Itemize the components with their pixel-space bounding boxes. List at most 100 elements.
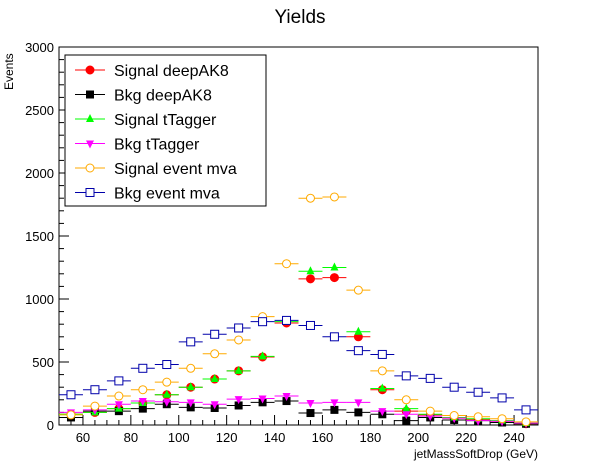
data-point <box>354 408 363 417</box>
data-point <box>425 373 435 383</box>
data-point <box>186 403 195 412</box>
data-point <box>66 390 76 400</box>
data-point <box>305 274 315 284</box>
legend-box <box>64 54 267 207</box>
data-point <box>354 399 363 408</box>
data-point <box>282 315 292 325</box>
legend: Signal deepAK8 Bkg deepAK8 Signal tTagger B… <box>64 54 267 207</box>
data-point <box>305 320 315 330</box>
data-point <box>138 404 147 413</box>
legend-marker <box>85 188 95 197</box>
data-point <box>401 395 411 405</box>
data-point <box>234 365 243 374</box>
series-bkg-event-mva <box>59 315 538 415</box>
axis-ticks: 60 80 100 120 140 160 180 200 220 240 0 500 1000 1500… <box>25 40 539 445</box>
y-tick-label: 1000 <box>25 292 54 307</box>
data-point <box>306 399 315 408</box>
data-point <box>497 414 507 424</box>
x-tick-label: 160 <box>312 430 334 445</box>
data-point <box>473 412 483 422</box>
data-point <box>353 285 363 295</box>
data-point <box>330 399 339 408</box>
data-point <box>186 363 196 373</box>
data-point <box>426 413 435 422</box>
x-tick-label: 140 <box>264 430 286 445</box>
data-point <box>66 410 76 420</box>
data-point <box>353 346 363 356</box>
data-point <box>306 409 315 418</box>
data-point <box>282 259 292 269</box>
y-tick-label: 2000 <box>25 166 54 181</box>
data-point <box>425 406 435 416</box>
series-signal-event-mva <box>59 192 538 427</box>
data-point <box>162 398 171 407</box>
data-point <box>138 385 148 395</box>
data-point <box>90 385 100 395</box>
data-series <box>59 192 538 429</box>
data-point <box>377 349 387 359</box>
data-point <box>329 192 339 202</box>
x-tick-label: 180 <box>359 430 381 445</box>
y-tick-label: 500 <box>32 355 54 370</box>
y-tick-label: 1500 <box>25 229 54 244</box>
data-point <box>521 405 531 415</box>
x-axis-label: jetMassSoftDrop (GeV) <box>413 447 538 461</box>
data-point <box>329 273 339 283</box>
data-point <box>114 391 124 401</box>
y-tick-label: 2500 <box>25 103 54 118</box>
legend-marker <box>86 114 94 122</box>
legend-label: Bkg event mva <box>114 186 220 203</box>
data-point <box>378 408 387 417</box>
x-tick-label: 200 <box>407 430 429 445</box>
data-point <box>234 401 243 410</box>
data-point <box>402 416 411 425</box>
legend-label: Signal tTagger <box>114 112 217 129</box>
series-signal-ttagger <box>59 262 538 427</box>
y-axis-label: Events <box>2 53 16 90</box>
legend-label: Signal event mva <box>114 161 237 178</box>
data-point <box>306 266 315 275</box>
legend-marker <box>86 90 94 99</box>
x-tick-label: 220 <box>455 430 477 445</box>
data-point <box>186 337 196 347</box>
data-point <box>377 366 387 376</box>
data-point <box>234 396 243 405</box>
legend-marker <box>85 163 95 173</box>
data-point <box>90 401 100 411</box>
data-point <box>378 383 387 392</box>
data-point <box>402 403 411 412</box>
data-point <box>186 399 195 408</box>
x-tick-label: 240 <box>503 430 525 445</box>
data-point <box>210 374 219 383</box>
legend-label: Bkg deepAK8 <box>114 88 212 105</box>
data-point <box>282 393 291 402</box>
legend-label: Signal deepAK8 <box>114 63 229 80</box>
data-point <box>473 387 483 397</box>
data-point <box>162 377 172 387</box>
data-point <box>258 395 267 404</box>
data-point <box>497 393 507 403</box>
data-point <box>449 382 459 392</box>
data-point <box>234 323 244 333</box>
data-point <box>330 405 339 414</box>
data-point <box>186 382 195 391</box>
data-point <box>402 411 411 420</box>
data-point <box>210 401 219 410</box>
data-point <box>401 371 411 381</box>
data-point <box>138 363 148 373</box>
data-point <box>210 329 220 339</box>
x-tick-label: 100 <box>168 430 190 445</box>
x-tick-label: 120 <box>216 430 238 445</box>
data-point <box>210 349 220 359</box>
data-point <box>330 262 339 271</box>
data-point <box>234 335 244 345</box>
legend-marker <box>86 140 94 149</box>
data-point <box>449 411 459 421</box>
data-point <box>162 389 171 398</box>
data-point <box>329 332 339 342</box>
y-tick-label: 0 <box>47 418 54 433</box>
chart-title: Yields <box>274 7 325 28</box>
y-tick-label: 3000 <box>25 40 54 55</box>
data-point <box>162 360 172 370</box>
